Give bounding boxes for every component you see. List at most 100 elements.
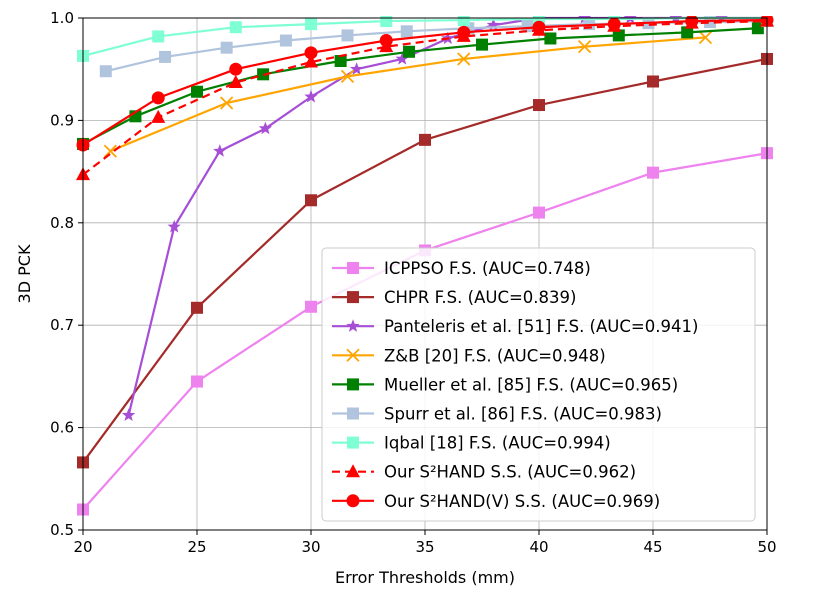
data-point <box>681 26 694 39</box>
data-point <box>121 408 136 421</box>
legend-entry: Z&B [20] F.S. (AUC=0.948) <box>332 346 606 365</box>
data-point <box>612 29 625 42</box>
data-point <box>220 41 233 54</box>
data-point <box>685 16 699 28</box>
y-tick-label: 0.6 <box>50 419 74 437</box>
data-point <box>698 30 713 45</box>
data-point <box>486 18 501 31</box>
data-point <box>457 16 470 27</box>
data-point <box>304 54 318 68</box>
data-point <box>304 46 318 60</box>
data-point-stroke <box>577 40 592 54</box>
data-point <box>341 29 354 42</box>
legend: ICPPSO F.S. (AUC=0.748) CHPR F.S. (AUC=0.… <box>321 247 756 522</box>
data-point <box>151 109 166 123</box>
legend-marker <box>346 464 360 478</box>
legend-label: CHPR F.S. (AUC=0.839) <box>384 288 576 307</box>
data-point <box>152 30 165 43</box>
y-tick-label: 0.5 <box>50 521 74 539</box>
data-point-stroke <box>457 52 471 66</box>
legend-label: Mueller et al. [85] F.S. (AUC=0.965) <box>384 375 678 394</box>
legend-marker <box>347 262 359 274</box>
series-4 <box>77 22 764 150</box>
data-point-stroke <box>698 30 713 45</box>
legend-entry: ICPPSO F.S. (AUC=0.748) <box>332 259 591 278</box>
legend-label: Z&B [20] F.S. (AUC=0.948) <box>384 346 606 365</box>
data-point <box>167 219 181 233</box>
data-point <box>191 375 203 388</box>
series-1 <box>77 52 773 469</box>
y-tick-label: 0.9 <box>50 111 74 129</box>
data-point <box>607 17 621 31</box>
data-point <box>220 96 234 110</box>
axes: 20 25 30 35 40 45 50 0.5 0.6 0.7 0.8 0.9 1.0 Error Th… <box>15 9 777 587</box>
legend-entry: Spurr et al. [86] F.S. (AUC=0.983) <box>332 405 662 424</box>
data-point <box>544 32 557 45</box>
y-tick-label: 0.8 <box>50 214 74 232</box>
data-point <box>151 91 165 105</box>
x-tick-label: 50 <box>757 538 776 556</box>
data-point <box>577 40 592 54</box>
data-point <box>349 62 364 75</box>
data-point <box>751 22 764 35</box>
data-point <box>305 194 317 207</box>
data-point <box>304 89 318 103</box>
data-point <box>191 301 203 314</box>
legend-box <box>321 247 756 522</box>
series-line <box>82 19 768 176</box>
legend-marker-stroke <box>346 348 360 362</box>
legend-entry: Panteleris et al. [51] F.S. (AUC=0.941) <box>332 317 698 336</box>
y-tick-label: 0.7 <box>50 316 74 334</box>
data-point <box>379 34 393 48</box>
series-line <box>82 18 768 146</box>
series-line <box>109 36 706 153</box>
y-tick-label: 1.0 <box>50 9 74 27</box>
legend-label: Our S²HAND S.S. (AUC=0.962) <box>384 463 636 482</box>
data-point <box>103 144 117 158</box>
data-point <box>191 85 203 98</box>
legend-label: ICPPSO F.S. (AUC=0.748) <box>384 259 591 278</box>
data-point <box>159 50 172 63</box>
legend-label: Our S²HAND(V) S.S. (AUC=0.969) <box>384 492 660 511</box>
data-point <box>457 25 471 39</box>
legend-marker <box>346 494 360 508</box>
legend-marker <box>347 291 359 304</box>
legend-entry: CHPR F.S. (AUC=0.839) <box>332 288 576 307</box>
series-3 <box>103 30 713 158</box>
data-point <box>403 45 416 58</box>
data-point <box>213 144 227 157</box>
data-point <box>395 51 409 65</box>
legend-label: Panteleris et al. [51] F.S. (AUC=0.941) <box>384 317 698 336</box>
data-point <box>279 34 292 47</box>
data-point <box>533 99 545 112</box>
legend-entry: Mueller et al. [85] F.S. (AUC=0.965) <box>332 375 678 394</box>
data-point <box>533 206 545 219</box>
x-tick-label: 35 <box>415 538 434 556</box>
series-line <box>82 16 767 57</box>
y-axis-label: 3D PCK <box>15 244 34 303</box>
data-point <box>647 166 659 179</box>
x-tick-label: 45 <box>643 538 662 556</box>
legend-entry: Our S²HAND S.S. (AUC=0.962) <box>332 463 636 482</box>
legend-marker <box>347 407 359 420</box>
data-point <box>228 75 243 89</box>
series-8 <box>76 16 774 152</box>
legend-marker <box>346 319 360 332</box>
data-point <box>419 133 431 146</box>
data-point <box>400 25 413 38</box>
legend-label: Spurr et al. [86] F.S. (AUC=0.983) <box>384 405 662 424</box>
legend-marker <box>346 348 360 362</box>
series-5 <box>99 16 773 78</box>
legend-entry: Iqbal [18] F.S. (AUC=0.994) <box>332 434 611 453</box>
data-point <box>533 16 545 26</box>
data-point <box>521 20 534 33</box>
x-axis-label: Error Thresholds (mm) <box>335 568 515 587</box>
data-point <box>623 16 637 24</box>
data-point <box>99 65 112 78</box>
data-point <box>380 16 393 28</box>
data-point <box>457 52 471 66</box>
legend-label: Iqbal [18] F.S. (AUC=0.994) <box>384 434 611 453</box>
data-point <box>305 300 317 313</box>
legend-entry: Our S²HAND(V) S.S. (AUC=0.969) <box>332 492 660 511</box>
